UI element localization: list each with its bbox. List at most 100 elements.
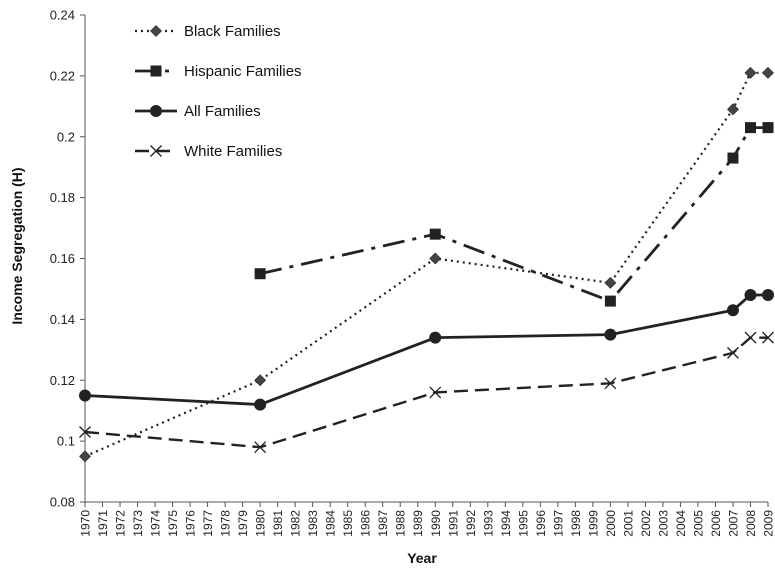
x-marker-stroke [429, 386, 442, 399]
x-tick-label: 1971 [96, 510, 110, 537]
x-tick-label: 2004 [674, 510, 688, 537]
y-ticks: 0.08 0.1 0.12 0.14 0.16 0.18 0.2 0.22 0.24 [50, 8, 85, 510]
x-tick-label: 1983 [306, 510, 320, 537]
legend-item-all-families: All Families [135, 103, 261, 120]
data-point-hispanic-families [429, 228, 441, 240]
data-point-all-families [429, 331, 442, 344]
legend-item-white-families: White Families [135, 143, 282, 160]
x-tick-label: 1992 [464, 510, 478, 537]
y-axis-title: Income Segregation (H) [9, 167, 25, 324]
legend-label-white-families: White Families [184, 143, 282, 160]
y-tick-label: 0.1 [57, 434, 75, 449]
x-marker-stroke [254, 441, 267, 454]
data-point-black-families [429, 252, 442, 265]
x-tick-label: 1993 [481, 510, 495, 537]
x-tick-label: 1972 [114, 510, 128, 537]
x-marker-stroke [744, 331, 757, 344]
x-tick-label: 2005 [691, 510, 705, 537]
x-tick-label: 1985 [341, 510, 355, 537]
series-lines [79, 66, 774, 463]
x-marker-stroke [604, 377, 617, 390]
y-tick-label: 0.16 [50, 251, 75, 266]
data-point-black-families [79, 450, 91, 463]
data-point-hispanic-families [604, 295, 616, 307]
series-black-families [79, 66, 774, 463]
data-point-all-families [604, 328, 617, 341]
series-line-hispanic-families [259, 126, 768, 303]
data-point-white-families [604, 377, 617, 390]
legend-marker-black-families [150, 25, 162, 37]
series-line-white-families [84, 336, 768, 449]
x-tick-label: 1975 [166, 510, 180, 537]
y-tick-label: 0.24 [50, 8, 75, 23]
y-tick-label: 0.22 [50, 68, 75, 83]
x-tick-label: 1988 [394, 510, 408, 537]
x-tick-label: 1974 [149, 510, 163, 537]
legend-item-hispanic-families: Hispanic Families [135, 63, 302, 80]
x-tick-label: 2002 [639, 510, 653, 537]
legend: Black Families Hispanic Families All Famil… [135, 23, 302, 160]
data-point-white-families [762, 331, 774, 344]
data-point-hispanic-families [744, 122, 756, 134]
data-point-white-families [727, 346, 739, 359]
y-tick-label: 0.08 [50, 495, 75, 510]
x-tick-label: 1982 [289, 510, 303, 537]
x-marker-stroke [762, 331, 774, 344]
series-line-all-families [84, 293, 768, 407]
x-tick-label: 2008 [744, 510, 758, 537]
x-tick-label: 1979 [236, 510, 250, 537]
data-point-white-families [744, 331, 757, 344]
x-tick-label: 1994 [499, 510, 513, 537]
x-marker-stroke [79, 426, 91, 438]
x-marker-stroke [150, 145, 162, 157]
legend-label-black-families: Black Families [184, 23, 281, 40]
legend-marker-white-families [150, 145, 162, 157]
y-tick-label: 0.14 [50, 312, 75, 327]
data-point-black-families [604, 276, 617, 289]
legend-label-all-families: All Families [184, 103, 261, 120]
x-tick-label: 1970 [79, 510, 93, 537]
x-tick-label: 1980 [254, 510, 268, 537]
legend-marker-all-families [150, 105, 162, 117]
x-tick-label: 1996 [534, 510, 548, 537]
x-tick-label: 1977 [201, 510, 215, 537]
x-tick-label: 1981 [271, 510, 285, 537]
data-point-all-families [762, 289, 774, 302]
x-tick-label: 1976 [184, 510, 198, 537]
x-tick-label: 1986 [359, 510, 373, 537]
data-point-hispanic-families [762, 122, 774, 134]
data-point-black-families [744, 66, 757, 79]
data-point-black-families [727, 103, 739, 116]
data-point-all-families [744, 289, 757, 302]
series-hispanic-families [254, 122, 774, 307]
data-point-all-families [79, 389, 91, 402]
data-point-white-families [429, 386, 442, 399]
data-point-white-families [254, 441, 267, 454]
series-all-families [79, 289, 774, 411]
x-tick-label: 1984 [324, 510, 338, 537]
x-tick-label: 2003 [656, 510, 670, 537]
data-point-hispanic-families [254, 268, 266, 280]
data-point-all-families [726, 304, 739, 317]
data-point-all-families [254, 398, 267, 411]
x-tick-label: 1978 [219, 510, 233, 537]
x-tick-label: 1987 [376, 510, 390, 537]
x-tick-label: 1997 [551, 510, 565, 537]
x-tick-label: 2006 [709, 510, 723, 537]
x-tick-label: 1973 [131, 510, 145, 537]
x-marker-stroke [727, 346, 739, 359]
legend-label-hispanic-families: Hispanic Families [184, 63, 302, 80]
x-tick-label: 1998 [569, 510, 583, 537]
data-point-black-families [254, 374, 267, 387]
series-line-black-families [84, 71, 768, 458]
data-point-white-families [79, 426, 91, 438]
y-tick-label: 0.2 [57, 129, 75, 144]
series-white-families [79, 331, 774, 454]
legend-marker-hispanic-families [150, 65, 162, 77]
x-tick-label: 1990 [429, 510, 443, 537]
x-tick-label: 2001 [621, 510, 635, 537]
x-tick-label: 1999 [586, 510, 600, 537]
x-tick-label: 1989 [411, 510, 425, 537]
x-tick-label: 1995 [516, 510, 530, 537]
